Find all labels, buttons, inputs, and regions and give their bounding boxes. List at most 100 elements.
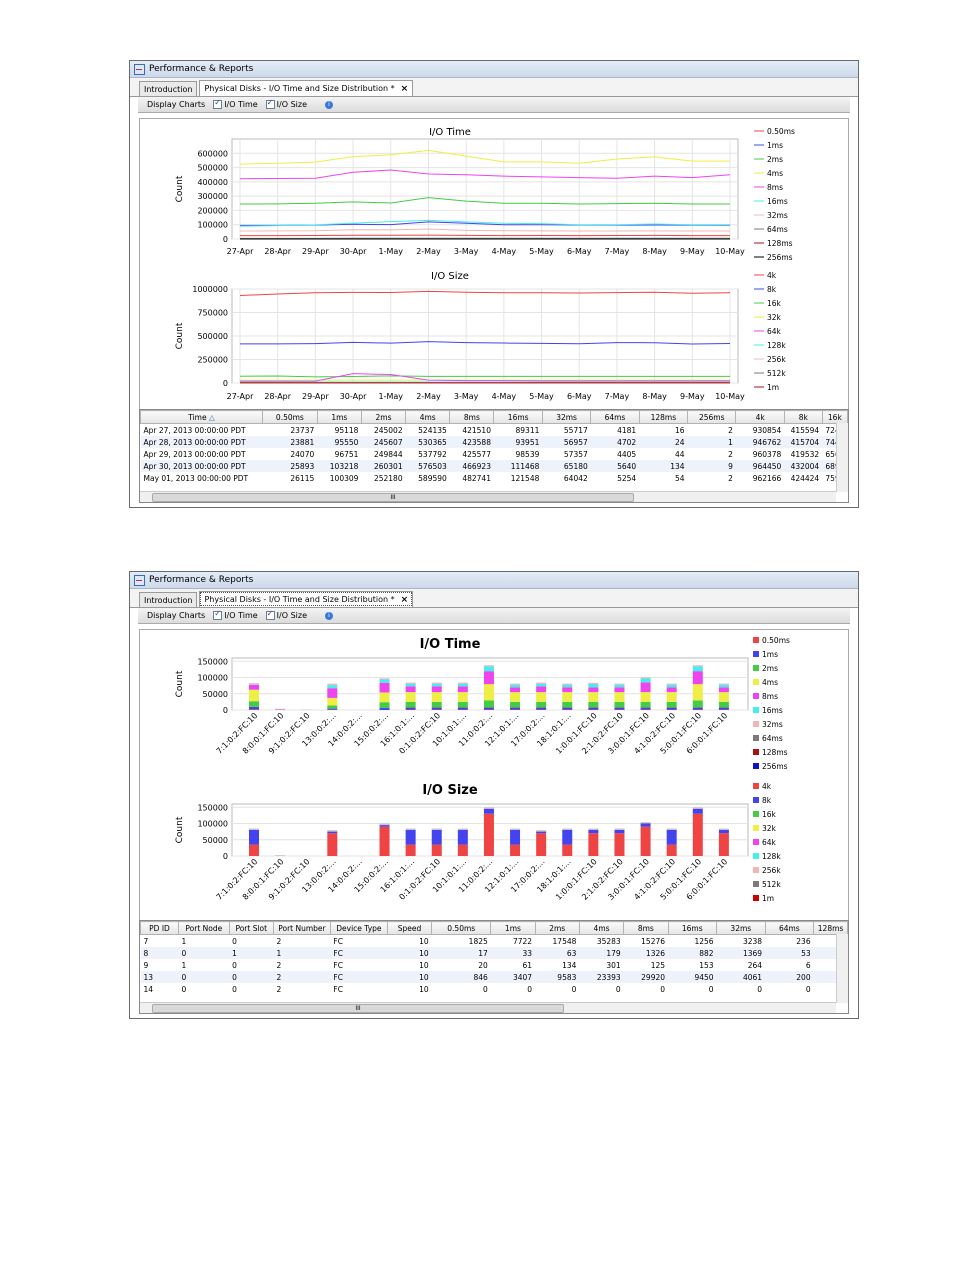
table-cell: 1825 <box>468 936 488 946</box>
tab-physical-disks[interactable]: Physical Disks - I/O Time and Size Distr… <box>199 80 414 96</box>
column-header[interactable]: 32ms <box>541 410 592 424</box>
column-header[interactable]: Port Slot <box>228 921 274 935</box>
io-time-checkbox[interactable] <box>213 98 223 109</box>
column-header[interactable]: 4ms <box>405 410 451 424</box>
column-header[interactable]: PD ID <box>140 921 179 935</box>
tab-physical-disks[interactable]: Physical Disks - I/O Time and Size Distr… <box>199 591 414 607</box>
io-time-checkbox[interactable] <box>213 609 223 620</box>
table-cell: 1326 <box>623 947 669 959</box>
legend-label: 2ms <box>767 155 783 164</box>
tab-introduction[interactable]: Introduction <box>139 592 198 607</box>
bar-segment <box>431 844 442 856</box>
legend-swatch <box>753 651 759 657</box>
column-header[interactable]: 4k <box>735 410 785 424</box>
column-header[interactable]: 128ms <box>638 410 689 424</box>
column-header[interactable]: 128ms <box>813 921 848 935</box>
column-header[interactable]: 16k <box>821 410 848 424</box>
column-header[interactable]: 0.50ms <box>431 921 492 935</box>
table-cell: 95550 <box>317 436 362 448</box>
table-cell: 23881 <box>262 436 318 448</box>
legend-swatch <box>753 721 759 727</box>
table-row[interactable]: Apr 27, 2013 00:00:00 PDT 23737 95118 24500… <box>141 424 848 437</box>
table-row[interactable]: 7 1 0 2 FC 10 1825 7722 17548 35283 15276 1256 3238 2… <box>141 935 848 948</box>
legend-swatch <box>753 749 759 755</box>
column-header[interactable]: 64ms <box>590 410 640 424</box>
bar-segment <box>483 813 494 856</box>
bar-segment <box>536 686 547 693</box>
table-cell: 25893 <box>262 460 318 472</box>
table-row[interactable]: Apr 29, 2013 00:00:00 PDT 24070 96751 24984… <box>141 448 848 460</box>
y-tick-label: 200000 <box>197 206 228 215</box>
column-header[interactable]: 8k <box>783 410 823 424</box>
bar-segment <box>588 692 599 702</box>
bar-segment <box>249 830 259 845</box>
column-header-label: Time <box>188 412 207 422</box>
legend-swatch <box>753 679 759 685</box>
table-cell: 54 <box>675 473 685 483</box>
scroll-thumb[interactable]: III <box>152 1004 564 1013</box>
column-header[interactable]: Port Number <box>272 921 331 935</box>
io-size-checkbox[interactable] <box>265 609 275 620</box>
tab-introduction[interactable]: Introduction <box>139 81 198 96</box>
column-header[interactable]: 32ms <box>716 921 766 935</box>
table-row[interactable]: 9 1 0 2 FC 10 20 61 134 301 125 153 264 6 <box>141 959 848 971</box>
series-line <box>239 169 731 180</box>
column-header[interactable]: 256ms <box>687 410 737 424</box>
column-header[interactable]: 0.50ms <box>262 410 318 424</box>
table-row[interactable]: May 01, 2013 00:00:00 PDT 26115 100309 2521… <box>141 472 848 484</box>
bar-segment <box>536 707 547 710</box>
table-cell: 415594 <box>790 425 820 435</box>
bar-segment <box>457 701 468 708</box>
column-header[interactable]: 16ms <box>493 410 543 424</box>
bar-segment <box>379 679 390 683</box>
vertical-scrollbar[interactable] <box>836 934 848 1003</box>
table-cell: 16 <box>675 425 685 435</box>
column-header[interactable]: 1ms <box>490 921 536 935</box>
column-header[interactable]: 1ms <box>316 410 362 424</box>
io-size-checkbox[interactable] <box>265 98 275 109</box>
vertical-scrollbar[interactable] <box>836 423 848 492</box>
column-header[interactable]: 4ms <box>578 921 625 935</box>
horizontal-scrollbar[interactable]: III <box>140 491 836 502</box>
column-header[interactable]: Device Type <box>329 921 388 935</box>
column-header[interactable]: 8ms <box>623 921 669 935</box>
bar-segment <box>431 830 442 845</box>
table-row[interactable]: 8 0 1 1 FC 10 17 33 63 179 1326 882 1369 53 <box>140 947 848 959</box>
table-row[interactable]: Apr 28, 2013 00:00:00 PDT 23881 95550 24560… <box>140 436 848 448</box>
bar-segment <box>692 808 703 814</box>
table-row[interactable]: 14 0 0 2 FC 10 0 0 0 0 0 0 0 0 <box>141 983 848 995</box>
horizontal-scrollbar[interactable]: III <box>140 1002 836 1013</box>
info-icon[interactable]: i <box>325 611 333 620</box>
bar-segment <box>379 702 390 709</box>
table-row[interactable]: 13 0 0 2 FC 10 846 3407 9583 23393 29920 9450 4061 20… <box>140 971 848 983</box>
close-icon[interactable]: × <box>400 83 409 94</box>
info-icon[interactable]: i <box>325 100 333 109</box>
table-cell: 0 <box>571 984 577 994</box>
legend-label: 512k <box>762 880 781 889</box>
table-row[interactable]: Apr 30, 2013 00:00:00 PDT 25893 103218 2603… <box>140 460 848 472</box>
io-size-label: I/O Size <box>276 611 307 620</box>
column-header[interactable]: Time △ <box>140 410 264 424</box>
bar-segment <box>431 683 442 687</box>
bar-segment <box>614 701 625 708</box>
close-icon[interactable]: × <box>400 594 409 605</box>
series-line <box>239 228 730 232</box>
column-header[interactable]: 2ms <box>360 410 407 424</box>
column-header[interactable]: 64ms <box>764 921 815 935</box>
legend-label: 8ms <box>762 692 778 701</box>
window-bar-charts: Performance & Reports Introduction Physi… <box>129 571 859 1019</box>
table-cell: 252180 <box>373 473 403 483</box>
legend-label: 256ms <box>767 253 793 262</box>
table-cell: 1369 <box>716 947 766 959</box>
column-header[interactable]: Speed <box>386 921 433 935</box>
column-header[interactable]: 2ms <box>534 921 580 935</box>
column-header[interactable]: Port Node <box>177 921 230 935</box>
table-cell: 589590 <box>418 473 447 483</box>
bar-segment <box>692 813 703 856</box>
legend-label: 16k <box>767 299 782 308</box>
column-header[interactable]: 8ms <box>449 410 495 424</box>
table-cell: 6 <box>805 960 811 970</box>
x-tick-label: 3-May <box>454 247 479 256</box>
scroll-thumb[interactable]: III <box>152 493 634 502</box>
column-header[interactable]: 16ms <box>667 921 718 935</box>
